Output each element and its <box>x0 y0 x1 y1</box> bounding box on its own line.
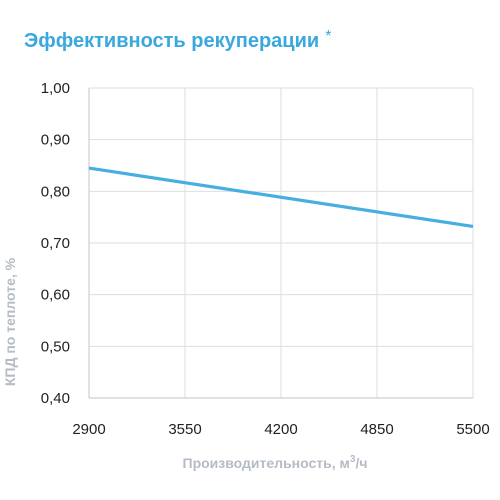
chart-title: Эффективность рекуперации * <box>24 28 332 53</box>
x-tick-labels: 2900 3550 4200 4850 5500 <box>72 421 489 438</box>
y-tick-label: 0,60 <box>41 287 70 304</box>
series-line <box>88 166 474 229</box>
x-axis-label: Производительность, м3/ч <box>183 454 368 471</box>
x-tick-label: 3550 <box>168 421 201 438</box>
y-tick-label: 1,00 <box>41 80 70 97</box>
x-tick-label: 5500 <box>456 421 489 438</box>
x-axis-label-text: Производительность, м <box>183 455 350 471</box>
x-tick-label: 4850 <box>360 421 393 438</box>
plot-series <box>88 166 474 229</box>
grid-lines <box>89 87 474 398</box>
x-tick-label: 2900 <box>72 421 105 438</box>
chart-title-footnote-mark: * <box>325 28 332 45</box>
y-axis-label: КПД по теплоте, % <box>2 257 18 386</box>
y-tick-labels: 0,40 0,50 0,60 0,70 0,80 0,90 1,00 <box>41 80 70 407</box>
x-axis-label-tail: /ч <box>355 455 367 471</box>
x-tick-label: 4200 <box>264 421 297 438</box>
y-tick-label: 0,90 <box>41 132 70 149</box>
y-tick-label: 0,80 <box>41 183 70 200</box>
axes <box>88 88 473 399</box>
y-tick-label: 0,50 <box>41 338 70 355</box>
y-tick-label: 0,40 <box>41 390 70 407</box>
x-axis-label-sup: 3 <box>350 454 356 465</box>
y-tick-label: 0,70 <box>41 235 70 252</box>
chart-title-text: Эффективность рекуперации <box>24 30 320 52</box>
